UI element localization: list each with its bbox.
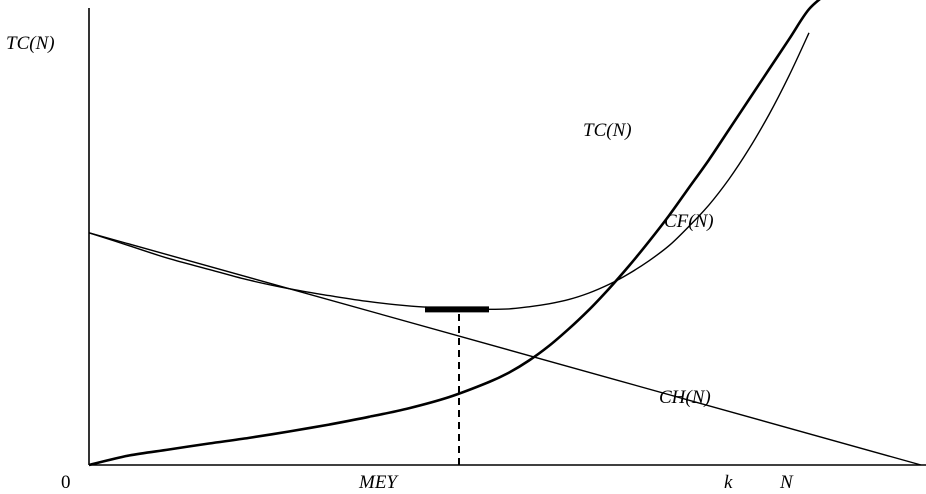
x-tick-label-k: k [724, 472, 733, 493]
series-line-ch [88, 232, 922, 466]
series-label-ch: CH(N) [659, 387, 711, 408]
x-tick-label-0: 0 [61, 472, 71, 493]
series-line-cf [88, 0, 821, 467]
series-line-tc [88, 32, 810, 311]
series-label-tc: TC(N) [583, 120, 632, 141]
y-axis-label: TC(N) [6, 33, 55, 54]
x-tick-label-mey: MEY [358, 472, 399, 493]
series-label-cf: CF(N) [664, 211, 714, 232]
x-axis-label: N [779, 472, 794, 493]
